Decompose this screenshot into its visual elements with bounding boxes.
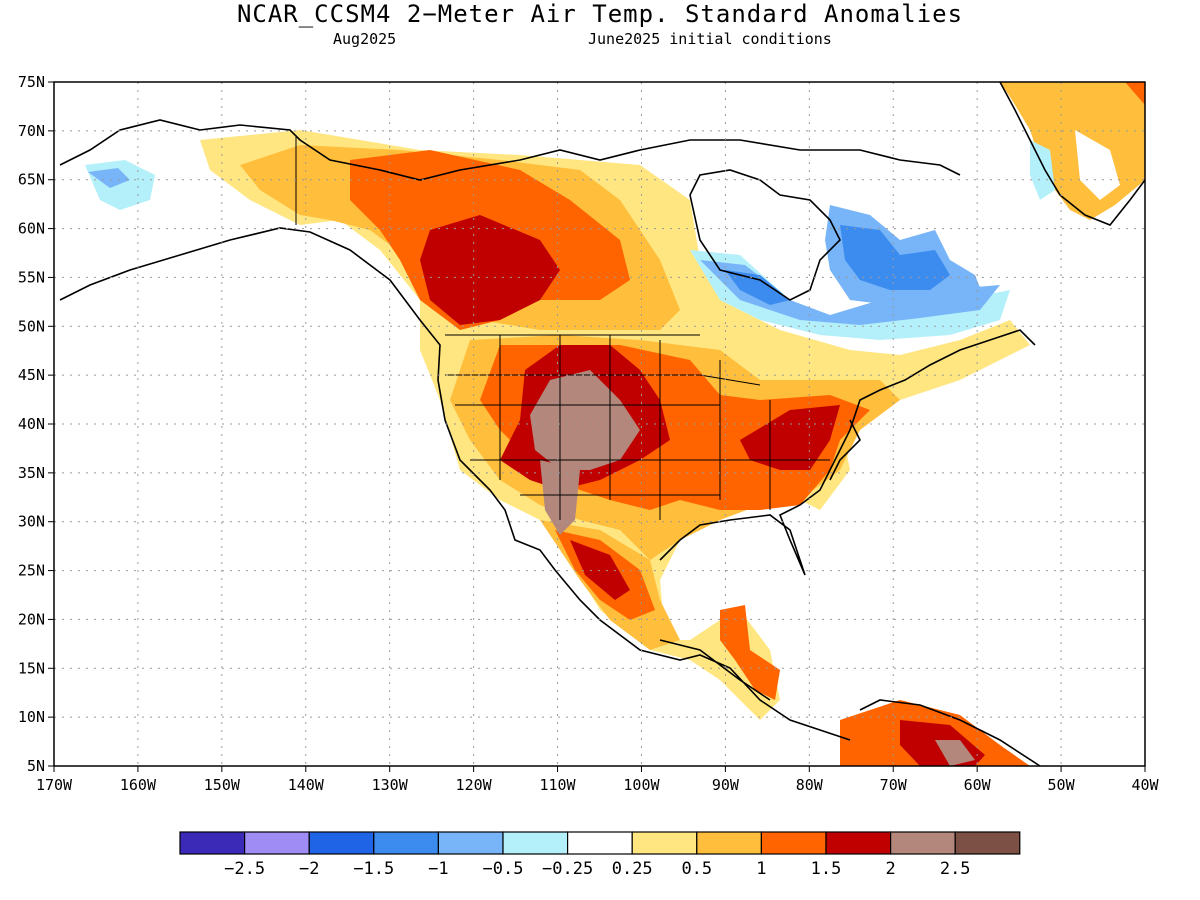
colorbar-swatch (502, 831, 569, 855)
lon-tick-label: 110W (539, 776, 576, 794)
lat-tick-label: 75N (18, 73, 45, 91)
colorbar-swatch (373, 831, 439, 855)
lon-tick-label: 50W (1048, 776, 1076, 794)
lon-tick-label: 70W (880, 776, 908, 794)
colorbar-label: 0.5 (681, 859, 712, 879)
colorbar-swatch (566, 831, 633, 855)
quebec-medium-blue (840, 225, 950, 290)
mexico-red-region (570, 540, 630, 600)
lat-tick-label: 60N (18, 220, 45, 238)
colorbar-swatch (825, 831, 892, 855)
greenland-cool-region (1075, 130, 1120, 200)
lat-tick-label: 65N (18, 171, 45, 189)
lat-tick-label: 5N (27, 757, 45, 775)
lat-tick-label: 20N (18, 610, 45, 628)
lon-tick-label: 120W (456, 776, 493, 794)
lon-tick-label: 170W (36, 776, 73, 794)
lon-tick-label: 80W (796, 776, 824, 794)
lat-tick-label: 70N (18, 122, 45, 140)
lat-tick-label: 30N (18, 513, 45, 531)
colorbar-swatch (760, 831, 827, 855)
colorbar-label: −0.5 (483, 859, 524, 879)
lon-tick-label: 40W (1131, 776, 1159, 794)
lon-tick-label: 140W (288, 776, 325, 794)
lon-tick-label: 130W (372, 776, 409, 794)
ohio-valley-red-region (740, 405, 840, 470)
colorbar-label: 1 (756, 859, 766, 879)
colorbar-swatch (696, 831, 762, 855)
lat-tick-label: 55N (18, 268, 45, 286)
hudson-bay-light-blue (690, 250, 1010, 340)
map-title: NCAR_CCSM4 2−Meter Air Temp. Standard An… (236, 0, 964, 28)
colorbar-swatch (437, 831, 504, 855)
colorbar-swatch (244, 831, 310, 855)
colorbar-label: 2 (885, 859, 895, 879)
lat-tick-label: 25N (18, 562, 45, 580)
lon-tick-label: 160W (120, 776, 157, 794)
south-america-brown-region (935, 740, 975, 766)
colorbar-swatch (889, 831, 956, 855)
colorbar-label: −2.5 (224, 859, 265, 879)
colorbar-label: 0.25 (612, 859, 653, 879)
labrador-blue (700, 260, 1000, 325)
lon-tick-label: 100W (623, 776, 660, 794)
colorbar-label: −1 (428, 859, 448, 879)
colorbar-swatch (308, 831, 375, 855)
alaska-blue (88, 168, 130, 188)
map-axes: 170W 160W 150W 140W 130W 120W 110W 100W 90W 80W 70… (18, 73, 1160, 794)
colorbar-label: 1.5 (811, 859, 842, 879)
colorbar-swatch (631, 831, 698, 855)
lon-tick-label: 60W (964, 776, 992, 794)
lat-tick-label: 50N (18, 317, 45, 335)
lat-tick-label: 10N (18, 708, 45, 726)
colorbar: −2.5 −2 −1.5 −1 −0.5 −0.25 0.25 0.5 1 1.5 2 2.5 (179, 831, 1021, 879)
hudson-bay-medium-blue (725, 270, 790, 305)
greenland-corner-warm (1125, 82, 1145, 105)
colorbar-label: −1.5 (353, 859, 394, 879)
colorbar-label: 2.5 (940, 859, 971, 879)
canada-red-region (420, 215, 560, 325)
colorbar-label: −0.25 (542, 859, 593, 879)
lon-tick-label: 150W (204, 776, 241, 794)
graticule (54, 82, 1145, 766)
lat-tick-label: 15N (18, 659, 45, 677)
coastlines (59, 82, 1145, 766)
colorbar-label: −2 (299, 859, 319, 879)
forecast-month: Aug2025 (333, 30, 397, 48)
lon-tick-label: 90W (712, 776, 740, 794)
lat-tick-label: 35N (18, 464, 45, 482)
colorbar-swatch (954, 831, 1021, 855)
political-borders (295, 137, 830, 520)
greenland-light-blue (1030, 140, 1055, 200)
initial-conditions: June2025 initial conditions (588, 30, 832, 48)
central-america-dark-orange (720, 605, 780, 700)
lat-tick-label: 40N (18, 415, 45, 433)
lat-tick-label: 45N (18, 366, 45, 384)
colorbar-swatch (179, 831, 246, 855)
